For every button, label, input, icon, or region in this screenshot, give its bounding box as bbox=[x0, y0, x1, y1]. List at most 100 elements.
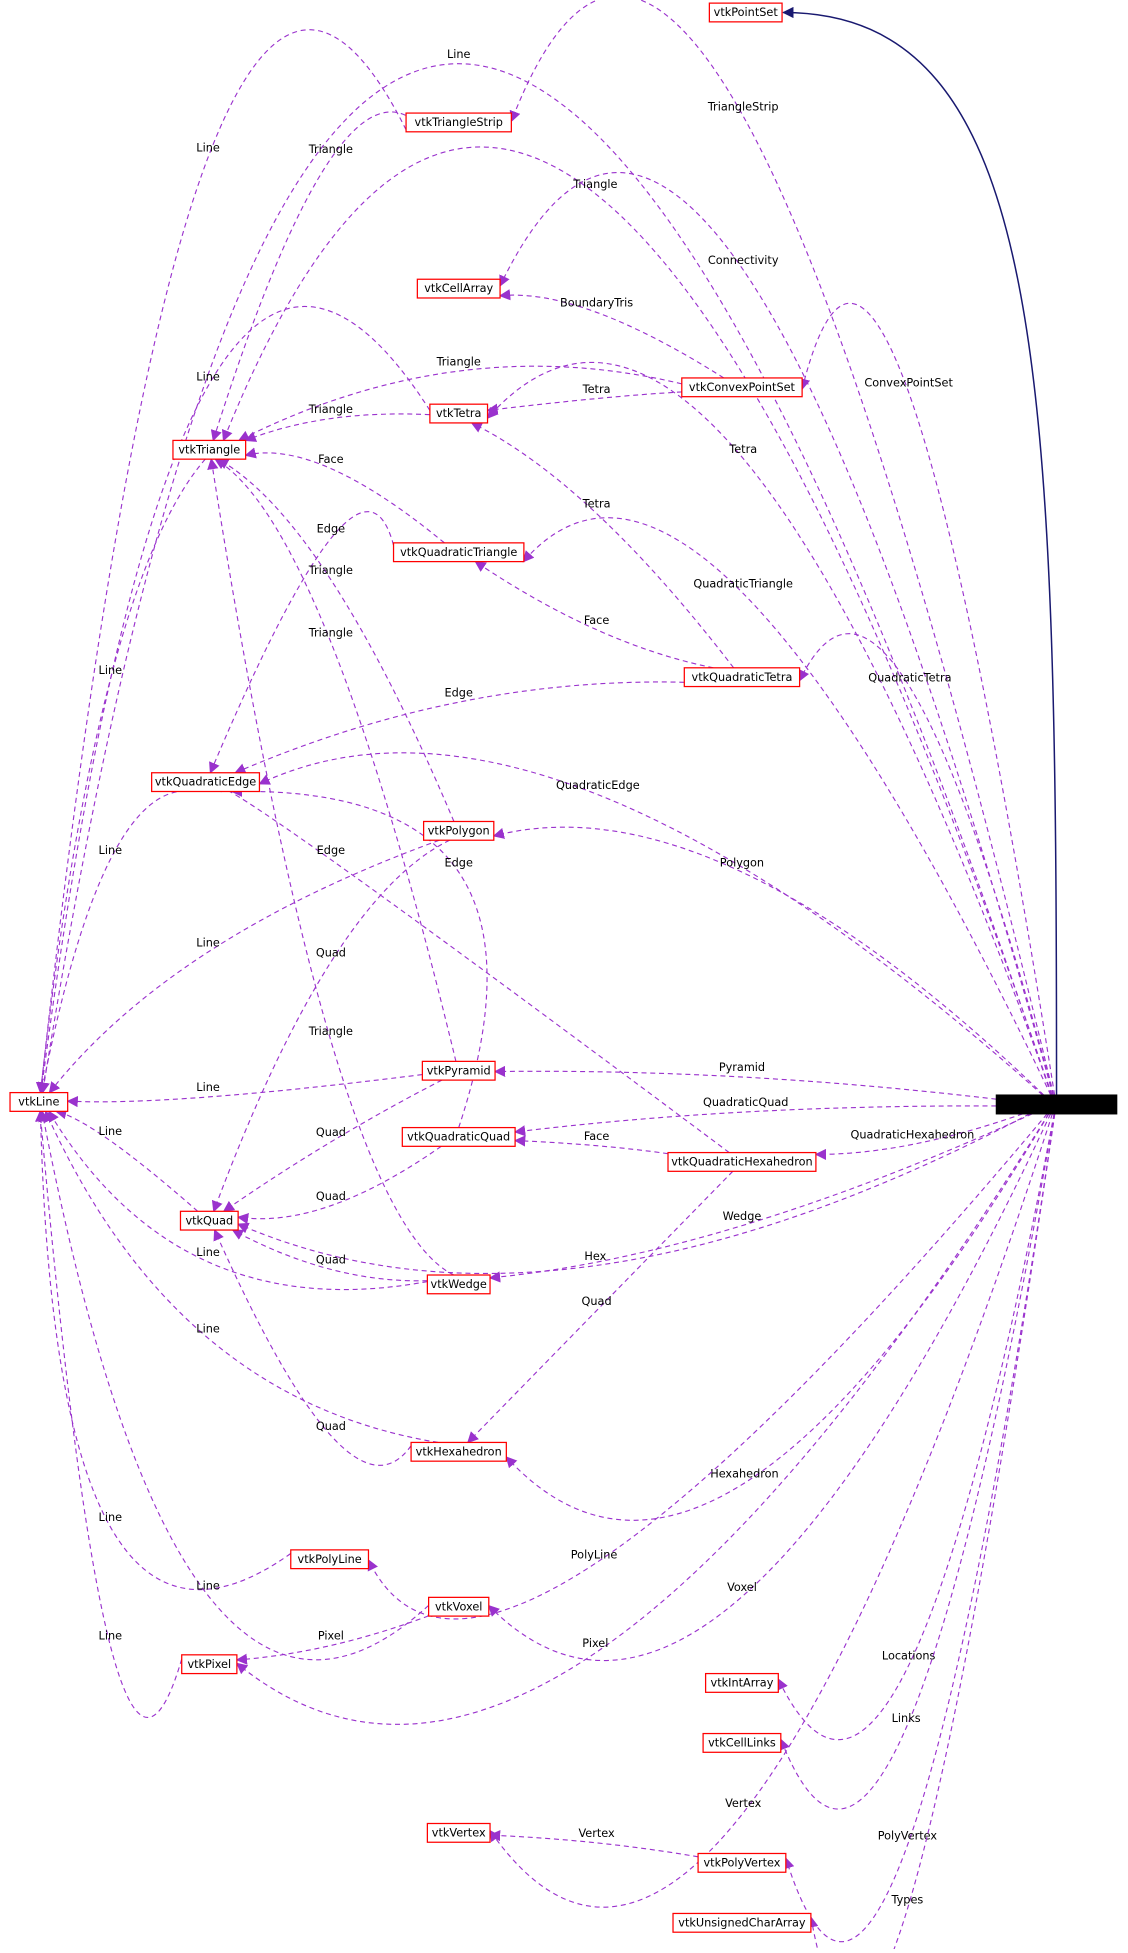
edge-label: QuadraticQuad bbox=[703, 1096, 788, 1109]
edge bbox=[474, 560, 714, 669]
node-label: vtkVoxel bbox=[435, 1600, 482, 1613]
edge-label: Triangle bbox=[436, 355, 481, 368]
node-box bbox=[151, 772, 261, 793]
edge-label: Line bbox=[99, 1511, 123, 1524]
node-label: vtkTetra bbox=[436, 407, 481, 420]
edge bbox=[217, 458, 455, 822]
edges: Line Line Triangle TriangleStrip Triangle Con… bbox=[35, 0, 1056, 1953]
edge-label: Types bbox=[891, 1893, 924, 1906]
node-label: vtkTriangle bbox=[178, 443, 240, 456]
edge-label: Quad bbox=[316, 1190, 346, 1203]
edge bbox=[38, 1110, 430, 1661]
node-label: vtkUnstructuredGrid bbox=[999, 1098, 1114, 1111]
edge-label: QuadraticEdge bbox=[556, 779, 640, 792]
edge-label: Line bbox=[99, 1630, 123, 1643]
edge bbox=[237, 1145, 442, 1225]
edge bbox=[244, 447, 445, 544]
edge-label: Tetra bbox=[582, 498, 611, 511]
edge-label: Wedge bbox=[723, 1210, 762, 1223]
edge bbox=[213, 1229, 412, 1466]
node-box bbox=[422, 820, 495, 841]
edge bbox=[807, 1113, 1056, 1953]
edge bbox=[470, 422, 735, 669]
edge-label: Triangle bbox=[308, 403, 353, 416]
inheritance-edge bbox=[782, 6, 1058, 1096]
edge-label: Pixel bbox=[582, 1637, 608, 1650]
node-box bbox=[672, 1912, 812, 1933]
edge-label: Face bbox=[318, 453, 344, 466]
node-box bbox=[426, 1822, 491, 1843]
edge bbox=[509, 0, 1055, 1096]
edge bbox=[505, 1113, 1050, 1521]
edge bbox=[221, 146, 1053, 1096]
node-label: vtkHexahedron bbox=[416, 1445, 502, 1458]
edge bbox=[210, 111, 427, 442]
node-label: vtkPixel bbox=[187, 1658, 231, 1671]
edge-label: Pyramid bbox=[719, 1061, 765, 1074]
edge bbox=[499, 172, 1054, 1096]
node-label: vtkQuadraticHexahedron bbox=[671, 1156, 812, 1169]
nodes: vtkPointSet vtkTriangleStrip vtkCellArray v… bbox=[9, 2, 1118, 1933]
edge bbox=[214, 458, 457, 1062]
edge-label: Triangle bbox=[308, 143, 353, 156]
edge-label: Quad bbox=[316, 1254, 346, 1267]
edge bbox=[210, 780, 730, 1154]
edge-label: Triangle bbox=[308, 626, 353, 639]
node-box bbox=[9, 1091, 69, 1112]
edge-label: Vertex bbox=[725, 1797, 762, 1810]
node-box bbox=[290, 1549, 370, 1570]
edge-label: Edge bbox=[445, 686, 473, 699]
node-box bbox=[428, 1596, 490, 1617]
edge-label: Edge bbox=[317, 523, 345, 536]
edge bbox=[237, 365, 682, 441]
edge bbox=[35, 1110, 292, 1591]
edge-label: QuadraticTriangle bbox=[693, 578, 793, 591]
node-label: vtkQuadraticTetra bbox=[692, 671, 793, 684]
node-box bbox=[426, 1274, 491, 1295]
edge bbox=[777, 1113, 1055, 1741]
edge-label: BoundaryTris bbox=[560, 297, 633, 310]
edge-label: Hexahedron bbox=[710, 1467, 778, 1480]
edge-label: Triangle bbox=[572, 178, 617, 191]
edge-label: Quad bbox=[316, 1420, 346, 1433]
node-box bbox=[405, 112, 512, 133]
edge-label: Triangle bbox=[308, 1025, 353, 1038]
edge-label: Vertex bbox=[578, 1827, 615, 1840]
edge bbox=[258, 752, 1044, 1096]
node-box bbox=[401, 1126, 516, 1147]
edge-label: Edge bbox=[317, 844, 345, 857]
node-box bbox=[697, 1852, 787, 1873]
edge bbox=[66, 1073, 423, 1108]
edge-label: Line bbox=[196, 142, 220, 155]
edge bbox=[489, 1113, 1053, 1908]
node-box bbox=[181, 1654, 238, 1675]
edge-label: Line bbox=[196, 1580, 220, 1593]
node-label: vtkPyramid bbox=[427, 1064, 491, 1077]
edge-label: Quad bbox=[582, 1295, 612, 1308]
node-box bbox=[410, 1441, 507, 1462]
node-label: vtkQuadraticEdge bbox=[155, 776, 256, 789]
node-box bbox=[681, 377, 803, 398]
edge-label: Line bbox=[99, 844, 123, 857]
node-box bbox=[179, 1210, 239, 1231]
node-box bbox=[429, 403, 489, 424]
edge bbox=[493, 1065, 997, 1100]
edge bbox=[211, 839, 450, 1213]
edge-label: Face bbox=[584, 614, 610, 627]
node-label: vtkConvexPointSet bbox=[689, 381, 796, 394]
edge-label: QuadraticTetra bbox=[868, 671, 951, 684]
edge bbox=[38, 63, 1052, 1096]
node-label: vtkTriangleStrip bbox=[415, 116, 503, 129]
edge bbox=[44, 1110, 439, 1443]
node-label: vtkQuad bbox=[185, 1214, 233, 1227]
edge-label: Hex bbox=[584, 1250, 606, 1263]
edge-label: Locations bbox=[882, 1650, 936, 1663]
edge bbox=[234, 681, 685, 774]
node-label: vtkPolyVertex bbox=[703, 1856, 780, 1869]
node-label: vtkCellArray bbox=[424, 282, 493, 295]
edge-label: Quad bbox=[316, 946, 346, 959]
node-label: vtkQuadraticQuad bbox=[407, 1131, 510, 1144]
edge bbox=[244, 413, 430, 442]
edge-label: Line bbox=[196, 1246, 220, 1259]
